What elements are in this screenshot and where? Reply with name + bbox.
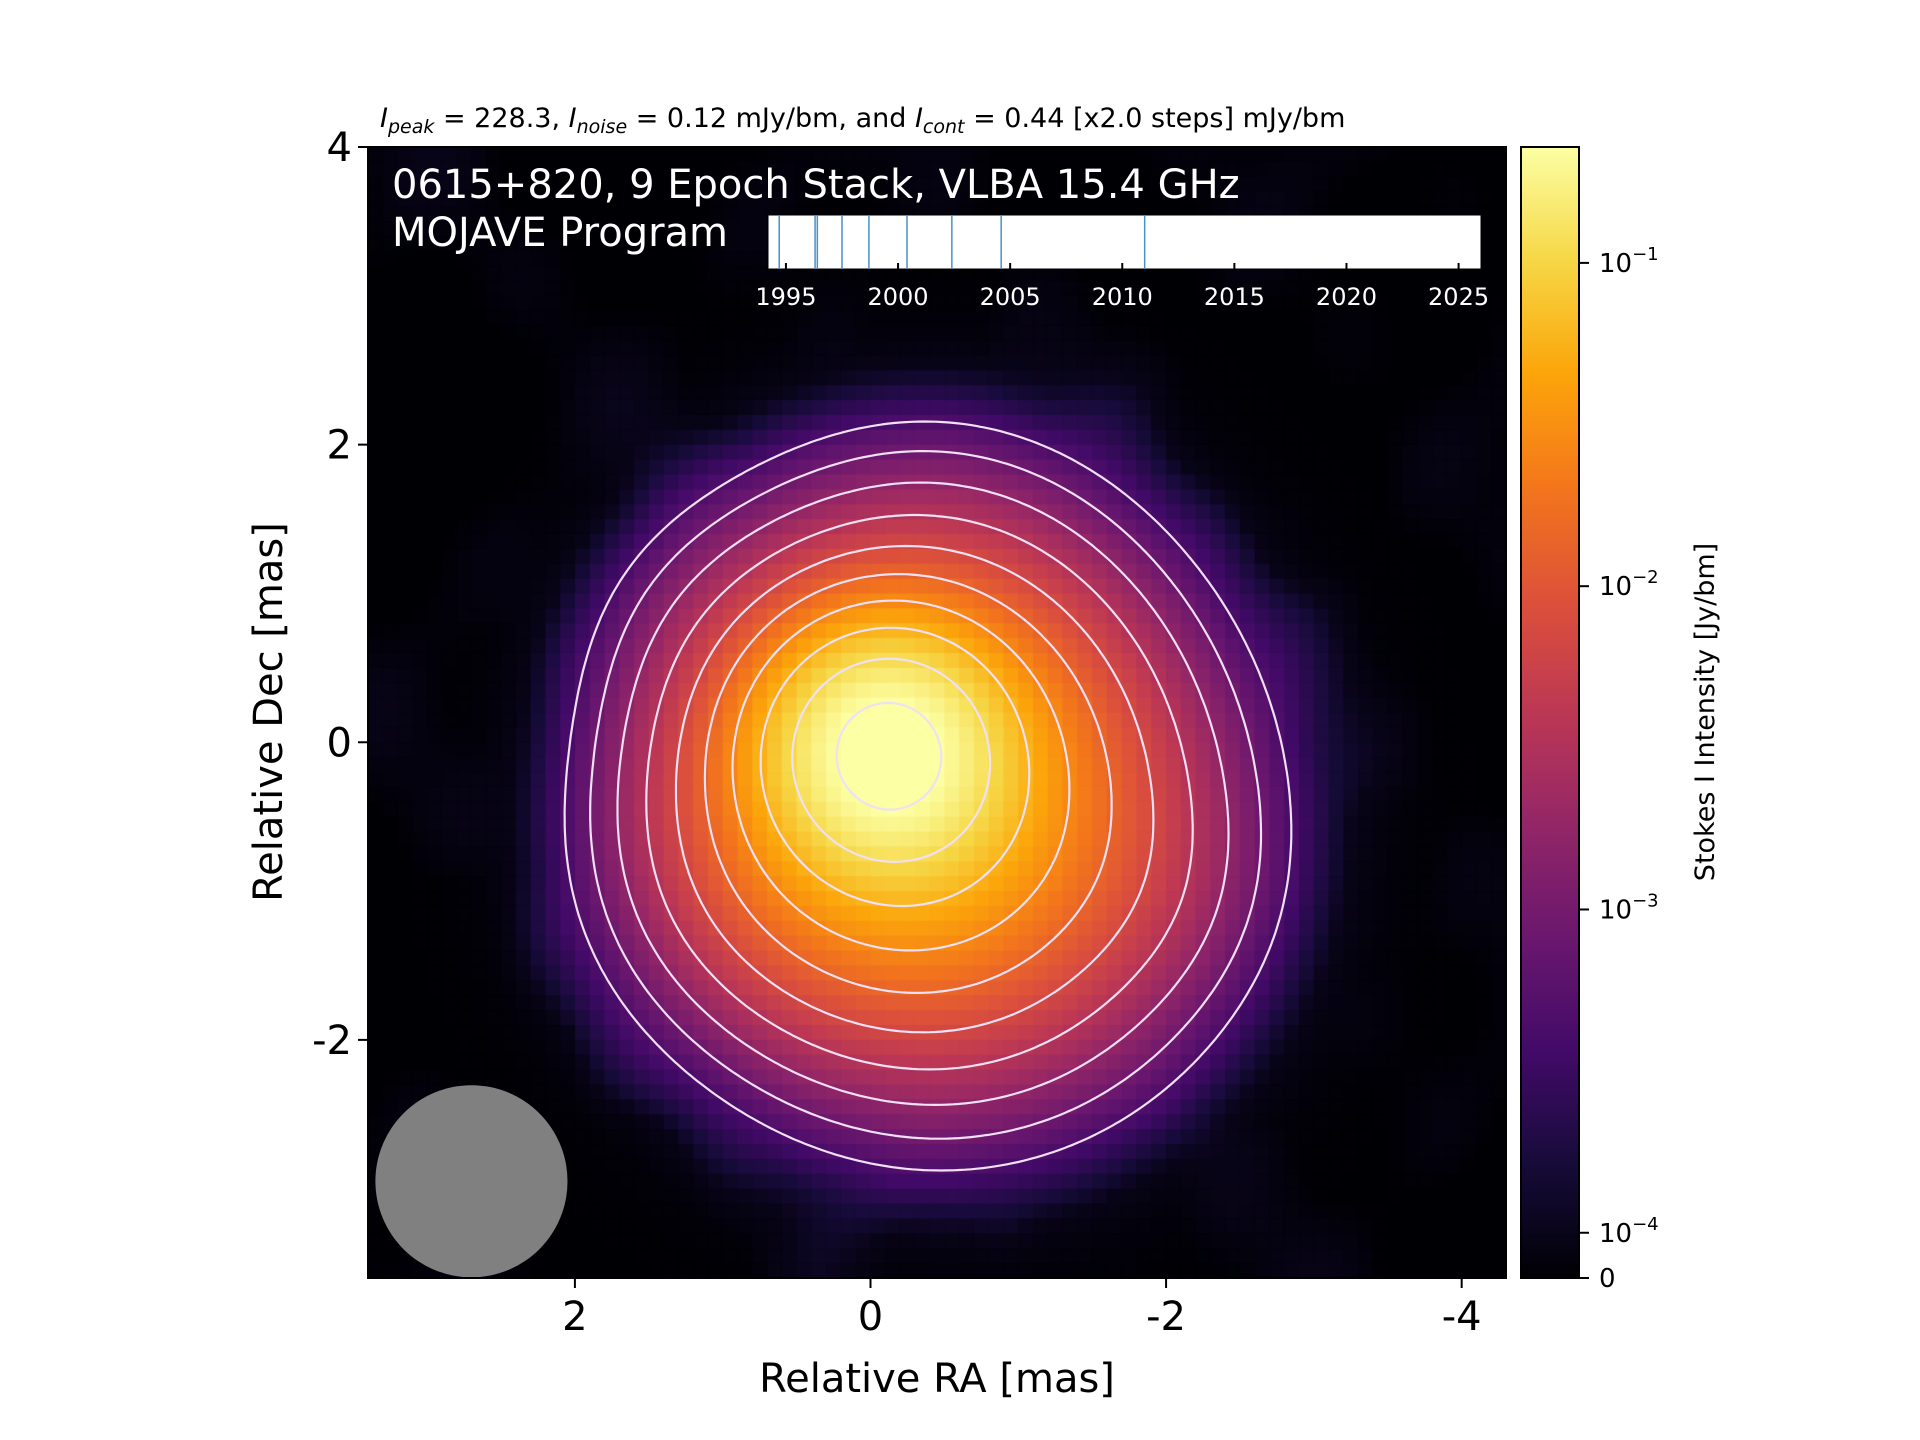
timeline-tick-label: 2020 (1316, 283, 1377, 311)
contour-level (791, 657, 992, 863)
x-axis-label: Relative RA [mas] (759, 1356, 1115, 1402)
stats-header: Ipeak = 228.3, Inoise = 0.12 mJy/bm, and… (380, 103, 1345, 138)
header-part: noise (577, 116, 628, 138)
timeline-tick-label: 2000 (868, 283, 929, 311)
map-title-line1: 0615+820, 9 Epoch Stack, VLBA 15.4 GHz (392, 162, 1240, 208)
colorbar-tick-label: 0 (1599, 1264, 1616, 1294)
colorbar-gradient (1520, 146, 1580, 1279)
x-axis-ticks: 2 0 -2 -4 (562, 1278, 1482, 1340)
colorbar-ticks: 10−1 10−2 10−3 10−4 0 (1579, 244, 1659, 1294)
y-tick-label: 2 (327, 423, 352, 469)
y-axis-label: Relative Dec [mas] (246, 522, 292, 902)
timeline-tick-label: 1995 (755, 283, 816, 311)
colorbar-tick-label: 10−3 (1599, 890, 1659, 925)
beam-ellipse (375, 1085, 568, 1278)
header-part: = 228.3, (434, 103, 568, 134)
contour-level (835, 701, 943, 811)
contour-level (589, 450, 1263, 1140)
header-part: I (569, 103, 577, 134)
epoch-timeline: 1995 2000 2005 2010 2015 2020 2025 (755, 214, 1489, 311)
colorbar-tick-label: 10−4 (1599, 1214, 1659, 1249)
x-tick-label: 2 (562, 1294, 587, 1340)
timeline-box (767, 214, 1482, 270)
timeline-tick-label: 2025 (1428, 283, 1489, 311)
timeline-tick-label: 2015 (1204, 283, 1265, 311)
contour-level (563, 420, 1293, 1172)
contour-level (674, 544, 1155, 1034)
contour-level (645, 513, 1194, 1071)
header-part: = 0.12 mJy/bm, and (627, 103, 915, 134)
y-axis-ticks: 4 2 0 -2 (312, 125, 368, 1064)
x-tick-label: -2 (1146, 1294, 1186, 1340)
colorbar-tick-label: 10−1 (1599, 244, 1659, 279)
intensity-image (368, 147, 1506, 1278)
header-part: cont (923, 116, 966, 138)
x-tick-label: 0 (858, 1294, 883, 1340)
header-part: I (915, 103, 923, 134)
colorbar-tick-label: 10−2 (1599, 567, 1659, 602)
y-tick-label: -2 (312, 1018, 352, 1064)
x-tick-label: -4 (1442, 1294, 1482, 1340)
header-part: peak (387, 116, 435, 138)
intensity-map: 0615+820, 9 Epoch Stack, VLBA 15.4 GHz M… (367, 146, 1507, 1279)
contour-level (731, 599, 1071, 952)
map-frame (367, 146, 1507, 1279)
contour-level (759, 626, 1031, 908)
contour-level (616, 481, 1230, 1106)
y-tick-label: 0 (327, 720, 352, 766)
contour-level (703, 573, 1113, 994)
header-part: = 0.44 [x2.0 steps] mJy/bm (964, 103, 1345, 134)
map-title-line2: MOJAVE Program (392, 210, 728, 256)
colorbar-label: Stokes I Intensity [Jy/bm] (1690, 543, 1721, 881)
colorbar: 10−1 10−2 10−3 10−4 0 Stokes I Intensity [Jy… (1520, 146, 1721, 1294)
contour-lines (563, 420, 1293, 1172)
timeline-tick-label: 2010 (1092, 283, 1153, 311)
header-part: I (380, 103, 388, 134)
timeline-epochs (778, 215, 1146, 269)
timeline-tick-label: 2005 (980, 283, 1041, 311)
y-tick-label: 4 (327, 125, 352, 171)
timeline-ticks: 1995 2000 2005 2010 2015 2020 2025 (755, 263, 1489, 311)
